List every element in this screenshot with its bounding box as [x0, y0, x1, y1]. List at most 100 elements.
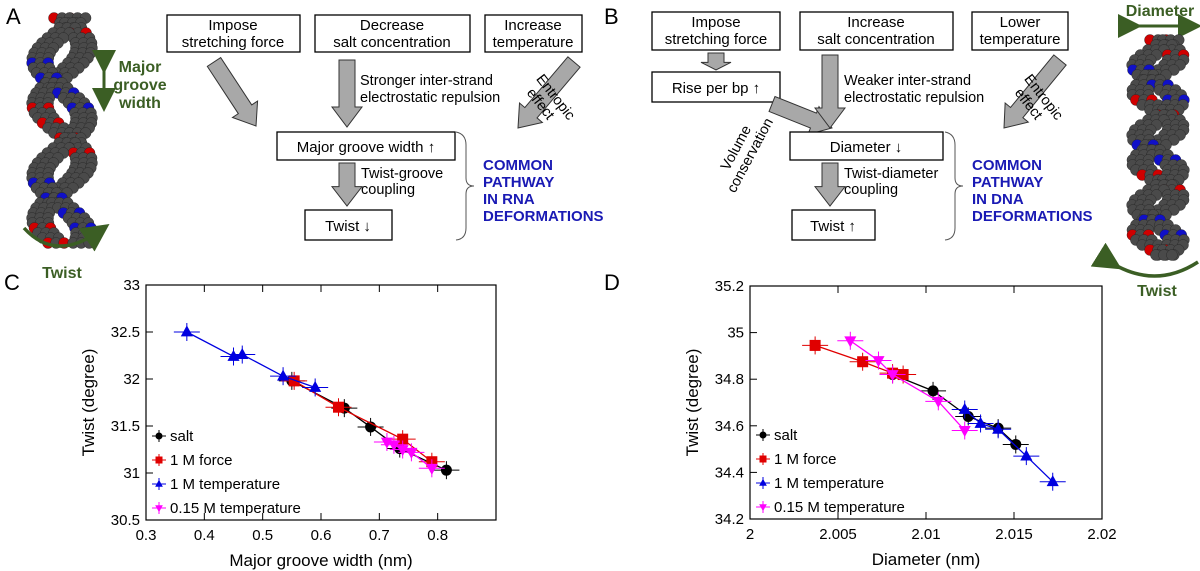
- data-point: [927, 385, 939, 397]
- y-tick-label: 31.5: [111, 418, 140, 435]
- box-force-a: [166, 14, 301, 53]
- y-tick-label: 34.4: [715, 464, 744, 481]
- data-point: [387, 440, 400, 452]
- x-tick-label: 2.005: [819, 526, 857, 543]
- note-text: coupling: [361, 182, 415, 198]
- x-tick-label: 0.3: [136, 527, 157, 544]
- groove-label-2: groove: [113, 77, 166, 94]
- series-line-1-m-force: [293, 380, 433, 463]
- legend-marker: [759, 478, 767, 486]
- data-point: [1020, 449, 1033, 461]
- rna-helix-image: [26, 12, 98, 249]
- y-tick-label: 34.2: [715, 511, 744, 528]
- panel-label-b: B: [604, 4, 619, 29]
- twist-label-a: Twist: [42, 265, 82, 282]
- legend-marker: [759, 504, 767, 512]
- pathway-text: DEFORMATIONS: [972, 208, 1093, 225]
- data-point: [440, 464, 452, 476]
- data-point: [974, 416, 987, 428]
- box-text: Impose: [208, 17, 257, 34]
- box-text: temperature: [980, 31, 1061, 48]
- legend-label: salt: [774, 427, 798, 444]
- y-tick-label: 34.8: [715, 371, 744, 388]
- x-tick-label: 2.02: [1087, 526, 1116, 543]
- data-point: [1010, 438, 1022, 450]
- y-tick-label: 30.5: [111, 512, 140, 529]
- data-point: [872, 356, 885, 368]
- data-point: [932, 396, 945, 408]
- note-text: electrostatic repulsion: [360, 90, 500, 106]
- box-force-b: [651, 11, 781, 51]
- legend-label: 1 M temperature: [774, 475, 884, 492]
- data-point: [380, 437, 393, 449]
- groove-label-1: Major: [119, 59, 162, 76]
- data-point: [857, 356, 869, 368]
- legend-label: 1 M force: [774, 451, 837, 468]
- twist-arrow-icon: [22, 223, 110, 252]
- pathway-text: DEFORMATIONS: [483, 208, 604, 225]
- pathway-text: PATHWAY: [972, 174, 1043, 191]
- data-point: [288, 375, 300, 387]
- data-point: [1046, 475, 1059, 487]
- x-axis-label: Major groove width (nm): [229, 551, 412, 570]
- y-tick-label: 35.2: [715, 278, 744, 295]
- pathway-text: IN DNA: [972, 191, 1024, 208]
- x-tick-label: 0.6: [311, 527, 332, 544]
- note-text: electrostatic repulsion: [844, 90, 984, 106]
- box-text: temperature: [493, 34, 574, 51]
- data-point: [425, 463, 438, 475]
- box-salt-b: [799, 11, 954, 51]
- box-text: Impose: [691, 14, 740, 31]
- x-tick-label: 2.015: [995, 526, 1033, 543]
- box-text: stretching force: [665, 31, 768, 48]
- groove-label-3: width: [118, 95, 161, 112]
- y-tick-label: 31: [123, 465, 140, 482]
- box-text: salt concentration: [817, 31, 935, 48]
- legend-label: 0.15 M temperature: [774, 499, 905, 516]
- x-tick-label: 2.01: [911, 526, 940, 543]
- box-text: stretching force: [182, 34, 285, 51]
- y-tick-label: 32.5: [111, 324, 140, 341]
- data-point: [958, 402, 971, 414]
- box-text: Decrease: [360, 17, 424, 34]
- pathway-text: PATHWAY: [483, 174, 554, 191]
- data-point: [180, 325, 193, 337]
- diameter-label: Diameter: [1126, 3, 1194, 20]
- note-text: Weaker inter-strand: [844, 73, 971, 89]
- box-twist-b: [791, 209, 876, 241]
- twist-label-b: Twist: [1137, 283, 1177, 300]
- data-point: [236, 347, 249, 359]
- legend-marker: [155, 456, 163, 464]
- y-axis-label: Twist (degree): [683, 349, 702, 457]
- panel-label-c: C: [4, 270, 20, 295]
- x-tick-label: 2: [746, 526, 754, 543]
- block-arrow-icon: [330, 162, 364, 207]
- box-diameter: [789, 131, 944, 161]
- pathway-text: COMMON: [483, 157, 553, 174]
- box-salt-a: [314, 14, 471, 53]
- data-point: [844, 336, 857, 348]
- legend-marker: [759, 431, 767, 439]
- dna-helix-image: [1126, 34, 1190, 261]
- data-point: [227, 349, 240, 361]
- note-text: Twist-groove: [361, 166, 443, 182]
- y-axis-label: Twist (degree): [79, 349, 98, 457]
- box-temp-b: [971, 11, 1069, 51]
- pathway-text: COMMON: [972, 157, 1042, 174]
- y-tick-label: 32: [123, 371, 140, 388]
- x-axis-label: Diameter (nm): [872, 550, 981, 569]
- box-text: Rise per bp ↑: [672, 80, 760, 97]
- atom-sphere: [1166, 249, 1178, 261]
- data-point: [886, 370, 899, 382]
- legend-label: 1 M temperature: [170, 476, 280, 493]
- x-tick-label: 0.4: [194, 527, 215, 544]
- data-point: [396, 445, 409, 457]
- box-temp-a: [484, 14, 583, 53]
- note-text: Stronger inter-strand: [360, 73, 493, 89]
- x-tick-label: 0.8: [427, 527, 448, 544]
- panel-label-d: D: [604, 270, 620, 295]
- data-point: [277, 369, 290, 381]
- legend-marker: [155, 432, 163, 440]
- data-point: [309, 380, 322, 392]
- x-tick-label: 0.7: [369, 527, 390, 544]
